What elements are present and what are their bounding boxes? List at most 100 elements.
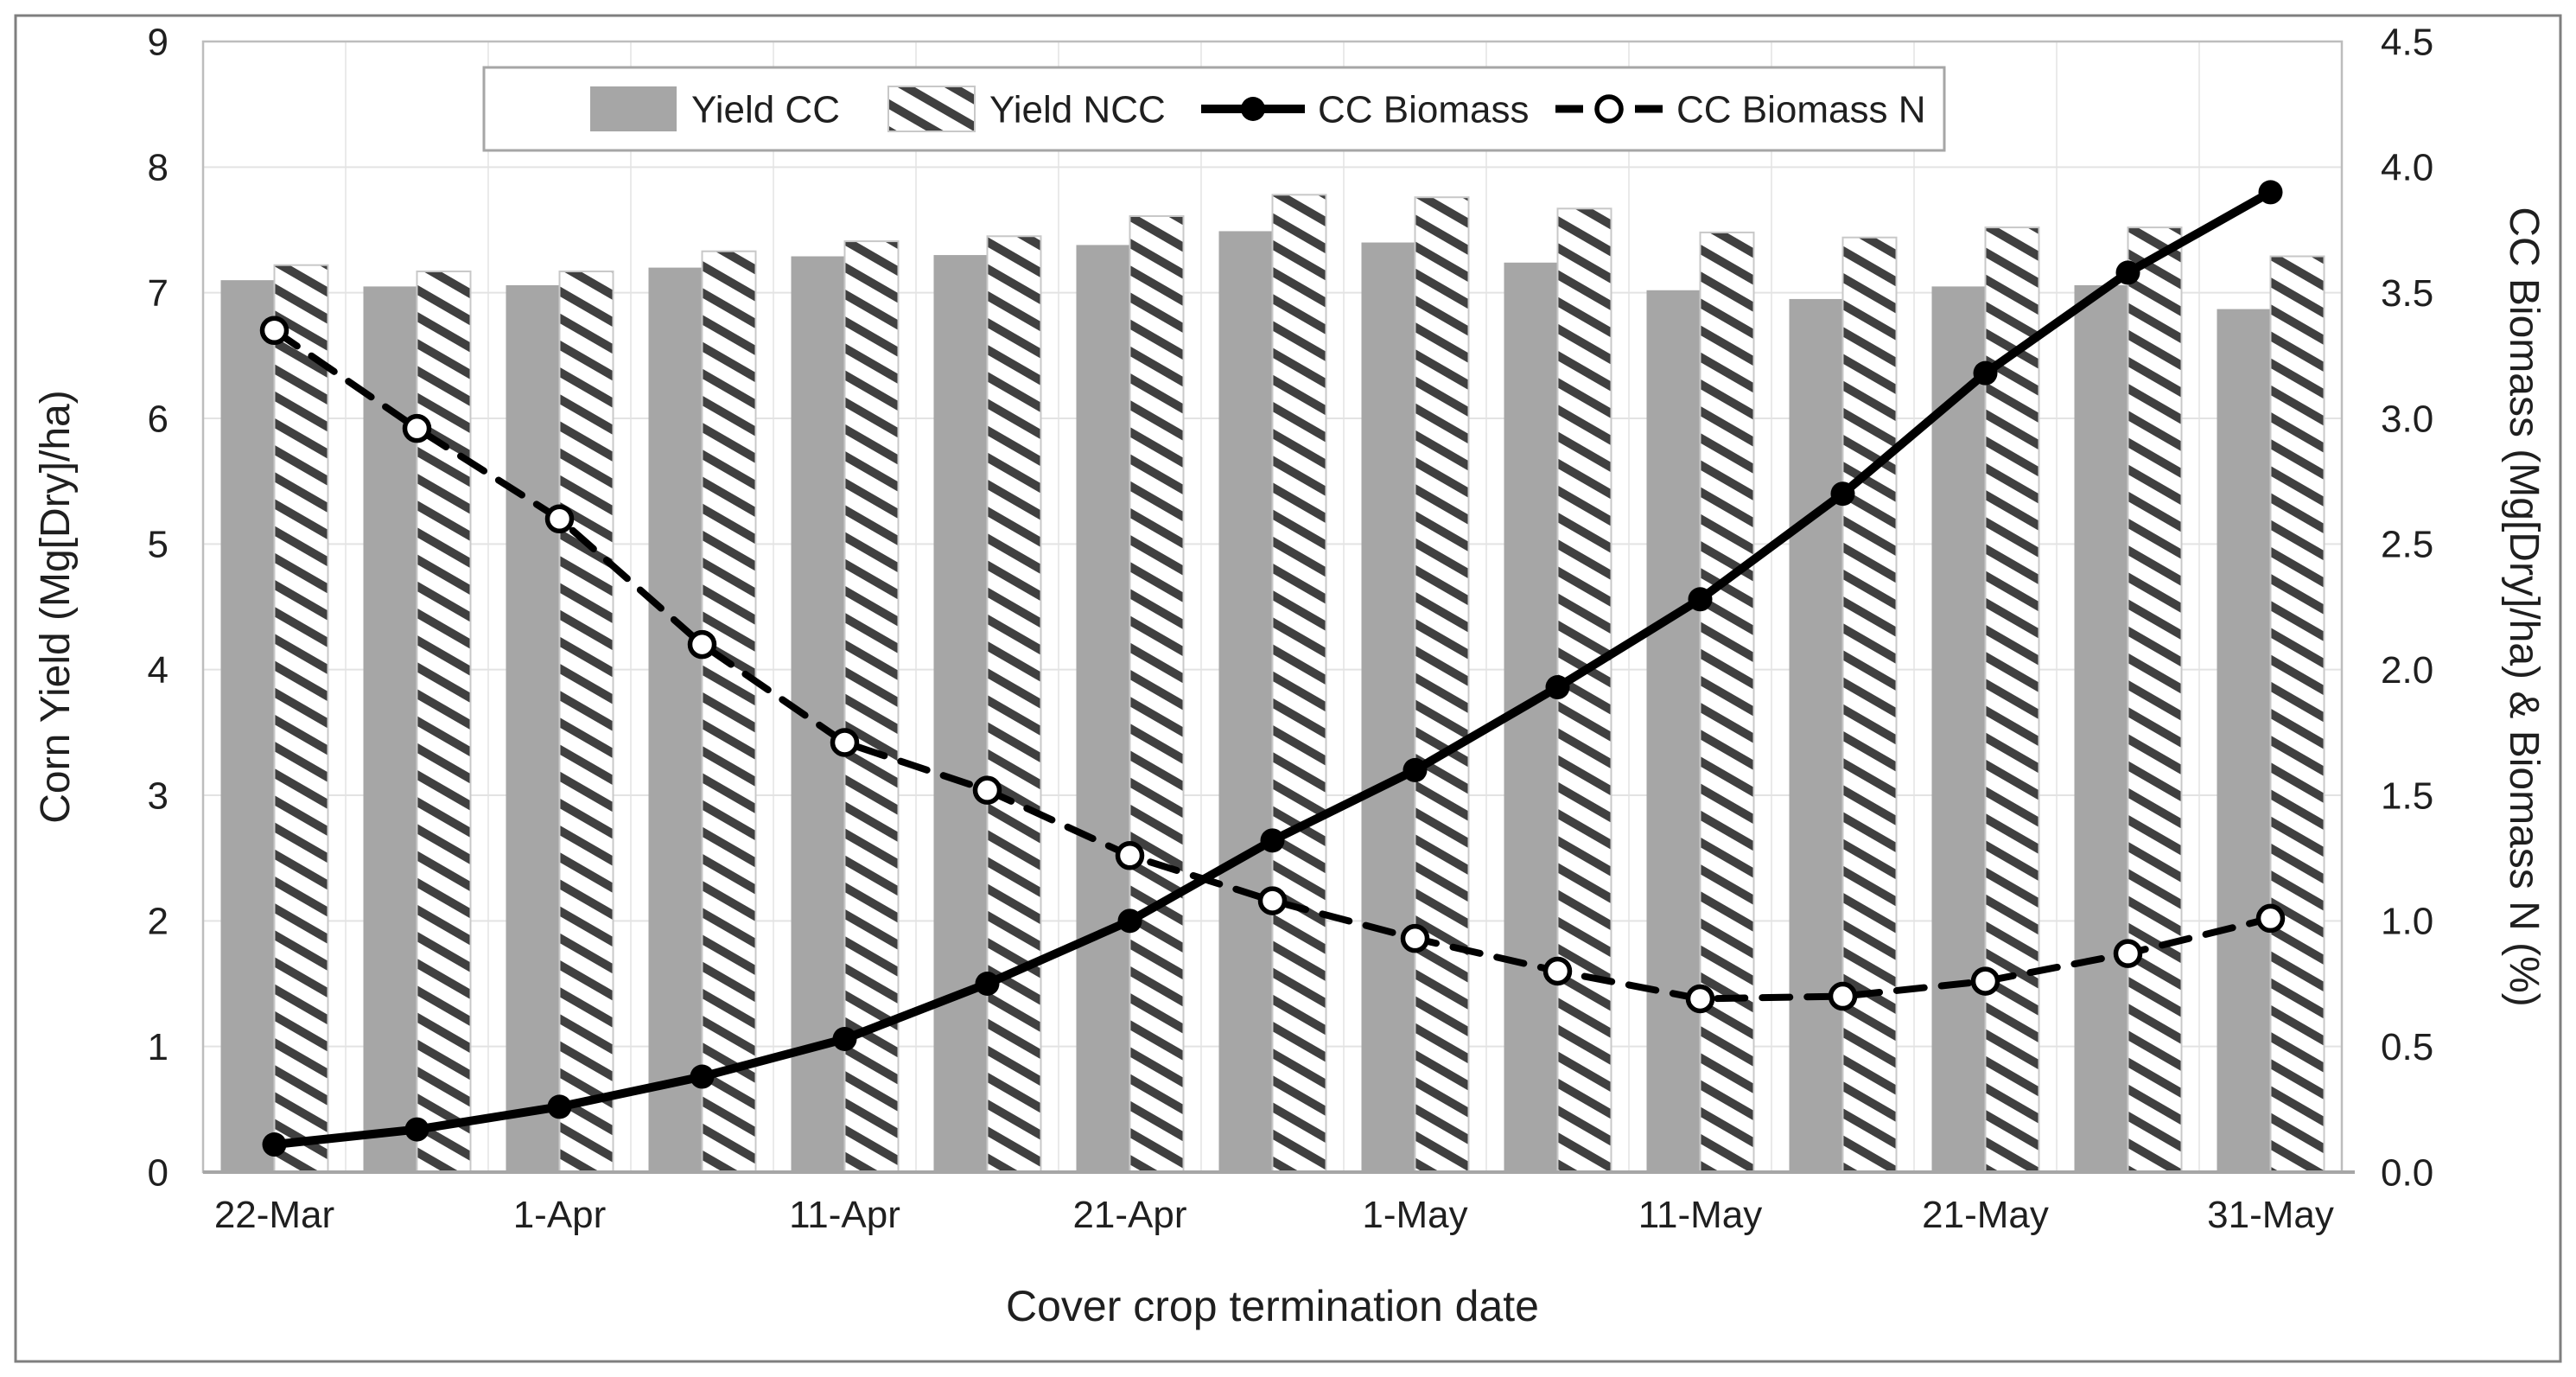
x-axis-title: Cover crop termination date (1006, 1282, 1539, 1330)
cc-biomass-n-marker-3 (687, 629, 717, 660)
bar-yield-ncc-1 (416, 270, 472, 1174)
cc-biomass-n-marker-5 (972, 775, 1002, 805)
cc-biomass-n-marker-13 (2113, 939, 2143, 968)
cc-biomass-marker-3 (690, 1064, 715, 1089)
cc-biomass-n-marker-6 (1115, 841, 1145, 870)
cc-biomass-marker-0 (262, 1132, 287, 1157)
bar-yield-ncc-0 (273, 264, 329, 1173)
cc-biomass-marker-14 (2258, 180, 2283, 205)
y-left-tick-label: 3 (148, 775, 169, 817)
x-tick-label: 11-May (1638, 1194, 1762, 1236)
bar-yield-ncc-4 (843, 240, 900, 1174)
y-left-tick-label: 1 (148, 1026, 169, 1068)
legend-label-yield-ncc: Yield NCC (989, 88, 1166, 131)
y-left-tick-label: 9 (148, 21, 169, 63)
legend-label-cc-biomass-n: CC Biomass N (1676, 88, 1926, 131)
cc-biomass-marker-13 (2115, 260, 2140, 285)
y-right-tick-label: 4.5 (2381, 21, 2433, 63)
cc-biomass-marker-10 (1688, 587, 1713, 612)
cc-biomass-n-marker-14 (2255, 903, 2286, 934)
cc-biomass-marker-7 (1260, 828, 1285, 853)
cc-biomass-marker-9 (1545, 675, 1570, 700)
bar-yield-ncc-10 (1699, 231, 1755, 1174)
cc-biomass-marker-11 (1830, 481, 1855, 507)
cc-biomass-n-line (270, 327, 2274, 1003)
y-left-tick-label: 5 (148, 524, 169, 566)
legend-marker-cc-biomass-n (1594, 94, 1624, 124)
bar-yield-cc-12 (1931, 286, 1986, 1172)
cc-biomass-marker-8 (1402, 757, 1428, 782)
bar-series (220, 194, 2325, 1174)
bar-yield-ncc-6 (1129, 215, 1185, 1174)
x-tick-label: 1-May (1362, 1194, 1467, 1236)
cc-biomass-n-marker-2 (544, 504, 575, 534)
y-right-tick-label: 3.0 (2381, 398, 2433, 440)
x-tick-label: 11-Apr (789, 1194, 900, 1236)
bar-yield-cc-5 (933, 255, 988, 1173)
y-right-axis-title: CC Biomass (Mg[Dry]/ha) & Biomass N (%) (2501, 207, 2547, 1006)
x-tick-label: 22-Mar (214, 1194, 334, 1236)
cc-biomass-n-marker-7 (1257, 886, 1288, 915)
bar-yield-ncc-13 (2127, 226, 2183, 1173)
cc-biomass-n-marker-4 (830, 728, 860, 757)
x-tick-label: 31-May (2207, 1194, 2334, 1236)
x-tick-label: 21-May (1922, 1194, 2049, 1236)
cc-biomass-marker-5 (975, 972, 1000, 996)
y-left-tick-label: 7 (148, 272, 169, 315)
x-tick-label: 21-Apr (1072, 1194, 1186, 1236)
bar-yield-cc-7 (1218, 231, 1273, 1172)
legend: Yield CC Yield NCC CC Biomass CC Biomass N (482, 66, 1946, 152)
y-left-tick-label: 8 (148, 147, 169, 189)
legend-swatch-yield-ncc (887, 86, 976, 132)
y-left-tick-label: 6 (148, 398, 169, 440)
cc-biomass-n-marker-1 (402, 413, 432, 443)
legend-swatch-yield-cc (590, 86, 677, 131)
cc-biomass-marker-6 (1117, 908, 1142, 934)
y-right-tick-label: 0.5 (2381, 1026, 2433, 1068)
figure-border (14, 14, 2562, 1363)
bar-yield-cc-2 (506, 284, 560, 1172)
y-right-tick-label: 1.5 (2381, 775, 2433, 817)
y-right-tick-label: 2.5 (2381, 524, 2433, 566)
x-tick-label: 1-Apr (513, 1194, 607, 1236)
cc-biomass-n-marker-8 (1400, 923, 1430, 953)
bar-yield-ncc-7 (1271, 194, 1327, 1174)
bar-yield-cc-14 (2217, 309, 2271, 1172)
y-right-tick-label: 2.0 (2381, 649, 2433, 692)
bar-yield-cc-8 (1361, 242, 1415, 1172)
y-right-tick-label: 1.0 (2381, 901, 2433, 943)
bar-yield-cc-6 (1076, 245, 1130, 1173)
cc-biomass-n-marker-9 (1542, 956, 1573, 986)
bar-yield-ncc-2 (558, 270, 614, 1174)
y-left-tick-label: 2 (148, 901, 169, 943)
cc-biomass-marker-12 (1973, 360, 1998, 386)
bar-yield-ncc-14 (2269, 255, 2325, 1173)
cc-biomass-marker-4 (832, 1026, 857, 1051)
y-left-tick-label: 4 (148, 649, 169, 692)
bar-yield-ncc-12 (1984, 226, 2040, 1173)
bar-yield-ncc-8 (1414, 196, 1470, 1173)
legend-label-cc-biomass: CC Biomass (1318, 88, 1530, 131)
legend-marker-cc-biomass (1241, 97, 1265, 121)
y-right-tick-label: 3.5 (2381, 272, 2433, 315)
y-left-tick-label: 0 (148, 1151, 169, 1194)
cc-biomass-n-marker-10 (1685, 984, 1715, 1014)
cc-biomass-marker-2 (547, 1094, 572, 1119)
cc-biomass-marker-1 (404, 1117, 429, 1142)
bar-yield-cc-13 (2074, 284, 2128, 1172)
bar-yield-cc-3 (648, 267, 703, 1173)
cc-biomass-n-marker-12 (1970, 966, 2000, 996)
bar-yield-cc-0 (220, 280, 275, 1173)
y-right-tick-label: 0.0 (2381, 1151, 2433, 1194)
y-left-axis-title: Corn Yield (Mg[Dry]/ha) (33, 390, 79, 824)
bar-yield-cc-11 (1789, 298, 1843, 1172)
bar-yield-cc-10 (1646, 290, 1701, 1172)
bar-yield-ncc-5 (986, 235, 1042, 1173)
cc-biomass-n-marker-0 (259, 316, 289, 346)
y-right-tick-label: 4.0 (2381, 147, 2433, 189)
bar-yield-ncc-3 (701, 250, 757, 1173)
legend-label-yield-cc: Yield CC (691, 88, 840, 131)
cc-biomass-n-marker-11 (1828, 981, 1858, 1011)
